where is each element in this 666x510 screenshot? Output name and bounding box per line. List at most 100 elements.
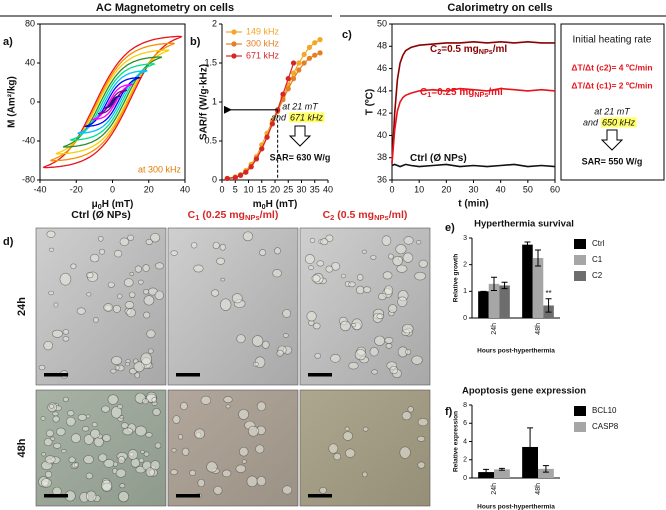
micrograph [299, 389, 431, 507]
cell [119, 415, 125, 419]
cell [61, 449, 67, 454]
data-point [253, 156, 260, 162]
micrograph [299, 227, 431, 386]
cell [190, 242, 198, 249]
scale-bar [308, 373, 332, 377]
cell [411, 355, 423, 365]
cell [98, 235, 104, 242]
data-point [312, 40, 318, 46]
cell [382, 271, 393, 280]
cell [103, 303, 114, 312]
text-part: 2 [437, 47, 441, 56]
cell [282, 309, 292, 318]
cell [127, 449, 139, 460]
data-point [280, 91, 286, 97]
annotation-highlight: 650 kHz [602, 117, 636, 127]
cell [306, 311, 317, 322]
x-tick-label: 24h [491, 323, 498, 335]
scale-bar [44, 373, 68, 377]
scale-bar [176, 494, 200, 498]
cell [101, 405, 110, 413]
cell [133, 361, 145, 373]
cell [49, 404, 55, 409]
cell [119, 237, 130, 247]
cell [399, 446, 411, 459]
y-tick-label: 0 [463, 475, 467, 482]
cell [396, 264, 408, 273]
cell [381, 235, 392, 246]
cell [236, 334, 246, 344]
scale-bar [308, 494, 332, 498]
cell [311, 274, 321, 283]
error-bar [535, 249, 541, 267]
cell [308, 265, 315, 270]
data-point [317, 37, 323, 43]
heating-rate: ΔT/Δt (c2)= 4 ºC/min [571, 62, 652, 72]
cell [200, 395, 212, 405]
cell [342, 431, 353, 441]
cell [374, 335, 386, 346]
annotation: and [583, 117, 599, 127]
cell [403, 236, 414, 245]
text-part: C [430, 44, 437, 55]
data-line [391, 40, 555, 164]
cell [251, 335, 264, 347]
cell [333, 452, 342, 461]
y-axis-label: Relative expression [453, 411, 460, 472]
info-box [560, 23, 665, 181]
cell [114, 365, 120, 371]
cell [361, 249, 367, 254]
series-label: C1=0.25 mgNPs/ml [420, 87, 503, 99]
x-tick-label: 0 [389, 184, 394, 194]
data-point [269, 121, 275, 127]
cell [59, 272, 72, 286]
cell [140, 352, 152, 366]
text-part: μ [92, 199, 98, 210]
text-part: H (mT) [102, 199, 134, 210]
cell [197, 478, 205, 488]
cell [255, 444, 265, 454]
y-tick-label: 8 [463, 402, 467, 409]
cell [86, 271, 94, 279]
cell [376, 313, 385, 320]
cell [401, 411, 412, 421]
panel-label: b) [190, 36, 201, 48]
row-label: 48h [16, 438, 28, 457]
legend-label: C2 [592, 271, 603, 280]
cell [118, 491, 129, 503]
cell [86, 490, 97, 502]
panel-label: d) [3, 236, 14, 248]
cell [111, 356, 123, 365]
cell [225, 404, 231, 409]
micrograph-image [167, 389, 299, 507]
cell [129, 272, 135, 276]
cell [309, 237, 316, 243]
cell [114, 249, 123, 258]
x-tick-label: 20 [441, 184, 451, 194]
legend-marker [231, 41, 237, 47]
y-tick-label: 50 [377, 18, 387, 28]
cell [102, 434, 111, 442]
x-tick-label: 50 [523, 184, 533, 194]
cell [44, 470, 53, 478]
chart-title: Hyperthermia survival [474, 219, 574, 230]
data-point [248, 164, 254, 170]
data-point [317, 50, 323, 56]
cell [138, 457, 145, 463]
column-header: C2 (0.5 mgNPs/ml) [323, 209, 408, 222]
y-tick-label: 4 [463, 438, 467, 445]
text-part: (0.5 mg [334, 209, 374, 221]
y-tick-label: 48 [377, 41, 387, 51]
annotation: and [271, 112, 287, 122]
y-tick-label: 1 [463, 288, 467, 295]
cell [62, 396, 69, 402]
cell [145, 432, 153, 438]
annotation-highlight: 671 kHz [290, 112, 324, 122]
x-tick-label: 5 [233, 184, 238, 194]
cell [142, 398, 149, 405]
text-part: H (mT) [266, 199, 298, 210]
cell [62, 329, 70, 335]
legend-swatch [574, 422, 586, 432]
cell [172, 415, 181, 424]
cell [357, 273, 364, 281]
